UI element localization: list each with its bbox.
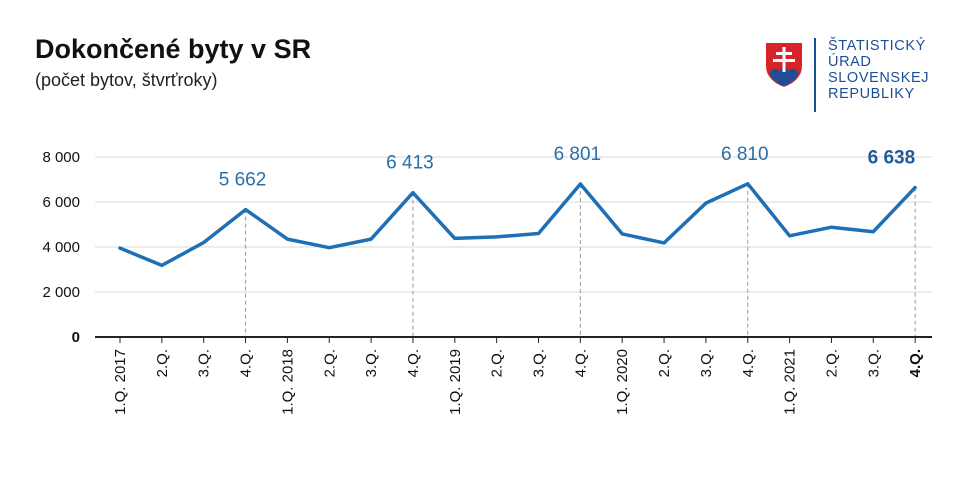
logo-line: ÚRAD	[828, 54, 872, 70]
x-tick-label: 4.Q.	[572, 349, 589, 377]
chart-title: Dokončené byty v SR	[35, 34, 312, 64]
chart-subtitle: (počet bytov, štvrťroky)	[35, 70, 218, 90]
y-tick-label: 2 000	[42, 284, 80, 301]
logo-line: SLOVENSKEJ	[828, 70, 930, 86]
data-label: 6 810	[721, 144, 769, 165]
x-tick-label: 3.Q.	[865, 349, 882, 377]
slovak-coat-of-arms-icon	[764, 41, 804, 90]
x-tick-label: 1.Q. 2020	[614, 349, 631, 415]
data-label: 5 662	[219, 170, 267, 191]
data-point	[662, 241, 666, 245]
x-tick-label: 4.Q.	[740, 349, 757, 377]
data-point	[244, 208, 248, 212]
x-tick-label: 3.Q.	[196, 349, 213, 377]
data-point	[788, 234, 792, 238]
data-point	[537, 232, 540, 235]
data-point	[118, 246, 122, 250]
x-tick-label: 1.Q. 2017	[112, 349, 129, 415]
data-point	[453, 236, 457, 240]
logo-text: ŠTATISTICKÝ ÚRAD SLOVENSKEJ REPUBLIKY	[828, 38, 929, 102]
data-point	[160, 263, 164, 267]
x-tick-label: 3.Q.	[698, 349, 715, 377]
x-tick-label: 2.Q.	[321, 349, 338, 377]
x-tick-label: 1.Q. 2021	[782, 349, 799, 415]
x-tick-label: 1.Q. 2019	[447, 349, 464, 415]
data-point	[285, 237, 289, 241]
data-point	[495, 235, 499, 239]
x-tick-label: 2.Q.	[823, 349, 840, 377]
y-tick-label: 0	[72, 329, 80, 346]
data-point	[620, 232, 624, 236]
x-tick-label: 2.Q.	[656, 349, 673, 377]
x-tick-label: 2.Q.	[489, 349, 506, 377]
data-point	[578, 182, 582, 186]
x-tick-label: 3.Q.	[363, 349, 380, 377]
data-point	[411, 191, 415, 195]
data-point	[327, 246, 331, 250]
logo-divider	[814, 38, 816, 112]
data-point	[704, 201, 708, 205]
x-tick-label: 4.Q.	[405, 349, 422, 377]
x-tick-label: 1.Q. 2018	[279, 349, 296, 415]
data-point	[202, 241, 206, 244]
y-tick-label: 6 000	[42, 194, 80, 211]
data-point	[913, 186, 917, 190]
x-tick-label: 4.Q.	[238, 349, 255, 377]
logo-line: ŠTATISTICKÝ	[828, 38, 926, 54]
x-tick-label: 4.Q.	[907, 349, 924, 377]
data-point	[871, 230, 875, 234]
series-line	[118, 182, 917, 268]
data-label: 6 801	[554, 144, 602, 165]
data-label: 6 413	[386, 153, 434, 174]
x-tick-label: 2.Q.	[154, 349, 171, 377]
statistical-office-logo: ŠTATISTICKÝ ÚRAD SLOVENSKEJ REPUBLIKY	[760, 38, 950, 118]
data-point	[746, 182, 750, 186]
y-tick-label: 4 000	[42, 239, 80, 256]
data-point	[369, 237, 373, 241]
y-tick-label: 8 000	[42, 149, 80, 166]
data-point	[829, 225, 833, 229]
x-tick-label: 3.Q.	[531, 349, 548, 377]
logo-line: REPUBLIKY	[828, 86, 915, 102]
data-label: 6 638	[868, 148, 916, 169]
